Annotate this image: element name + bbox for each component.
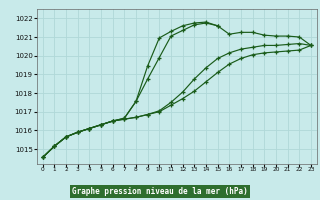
Text: Graphe pression niveau de la mer (hPa): Graphe pression niveau de la mer (hPa) xyxy=(72,187,248,196)
